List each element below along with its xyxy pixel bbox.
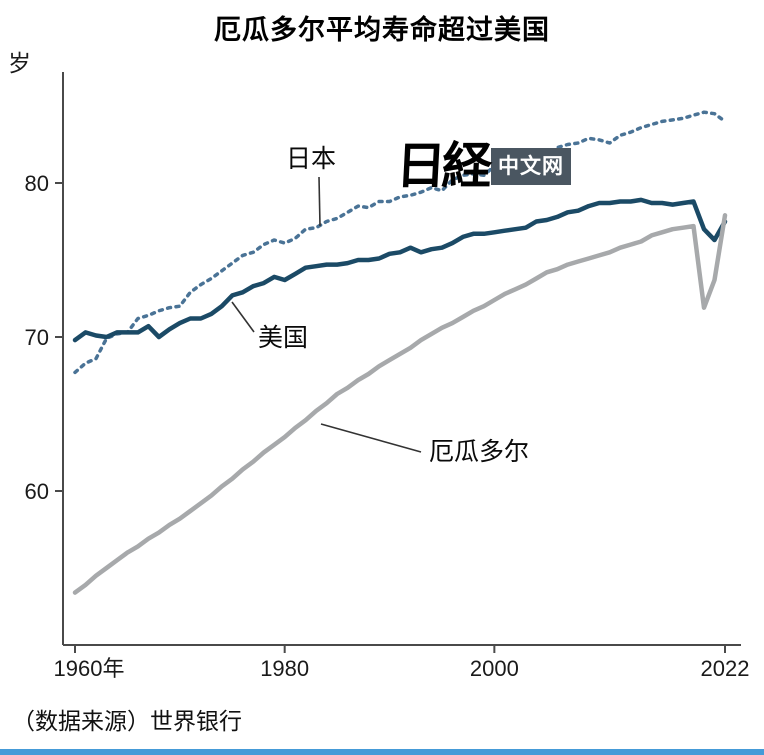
x-tick-label: 1980 bbox=[260, 656, 309, 681]
y-axis-unit-label: 岁 bbox=[8, 50, 31, 76]
bottom-accent-bar bbox=[0, 749, 764, 755]
series-leader-ecuador bbox=[320, 423, 422, 453]
chart-title: 厄瓜多尔平均寿命超过美国 bbox=[214, 15, 550, 45]
series-line-japan bbox=[73, 110, 727, 375]
series-label-japan: 日本 bbox=[286, 145, 336, 173]
y-tick-label: 80 bbox=[25, 171, 49, 196]
source-note: （数据来源）世界银行 bbox=[12, 708, 242, 734]
series-leader-usa bbox=[231, 301, 255, 333]
x-tick-label: 2022 bbox=[701, 656, 750, 681]
series-label-usa: 美国 bbox=[258, 324, 308, 352]
series-label-ecuador: 厄瓜多尔 bbox=[429, 438, 529, 466]
y-tick-label: 60 bbox=[25, 479, 49, 504]
series-leader-japan bbox=[318, 176, 321, 227]
series-line-usa bbox=[72, 197, 728, 343]
watermark-site-badge: 中文网 bbox=[491, 147, 571, 185]
watermark: 日経 中文网 bbox=[394, 136, 571, 195]
y-tick-label: 70 bbox=[25, 325, 49, 350]
x-tick-label: 1960年 bbox=[54, 656, 125, 681]
watermark-brand-logo: 日経 bbox=[394, 136, 490, 195]
series-line-ecuador bbox=[72, 213, 728, 595]
x-tick-label: 2000 bbox=[470, 656, 519, 681]
